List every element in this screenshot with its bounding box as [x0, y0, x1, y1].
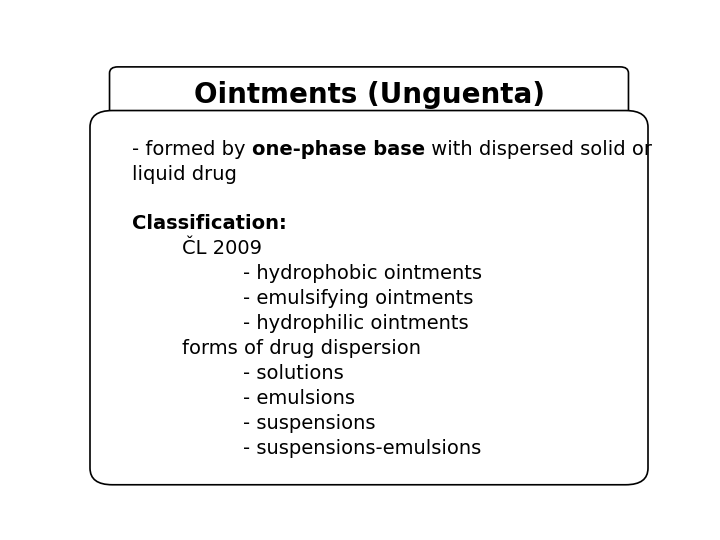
Text: - emulsifying ointments: - emulsifying ointments — [243, 289, 474, 308]
Text: - suspensions: - suspensions — [243, 414, 376, 433]
Text: - hydrophilic ointments: - hydrophilic ointments — [243, 314, 469, 333]
Text: - hydrophobic ointments: - hydrophobic ointments — [243, 265, 482, 284]
Text: liquid drug: liquid drug — [132, 165, 237, 184]
Text: one-phase base: one-phase base — [251, 140, 425, 159]
Text: forms of drug dispersion: forms of drug dispersion — [182, 339, 421, 358]
Text: Classification:: Classification: — [132, 214, 287, 233]
Text: ČL 2009: ČL 2009 — [182, 239, 262, 259]
Text: Ointments (Unguenta): Ointments (Unguenta) — [194, 81, 544, 109]
Text: - solutions: - solutions — [243, 364, 344, 383]
Text: - emulsions: - emulsions — [243, 389, 356, 408]
Text: - suspensions-emulsions: - suspensions-emulsions — [243, 439, 482, 458]
FancyBboxPatch shape — [90, 111, 648, 485]
Text: - formed by: - formed by — [132, 140, 251, 159]
Text: with dispersed solid or: with dispersed solid or — [425, 140, 652, 159]
FancyBboxPatch shape — [109, 67, 629, 123]
